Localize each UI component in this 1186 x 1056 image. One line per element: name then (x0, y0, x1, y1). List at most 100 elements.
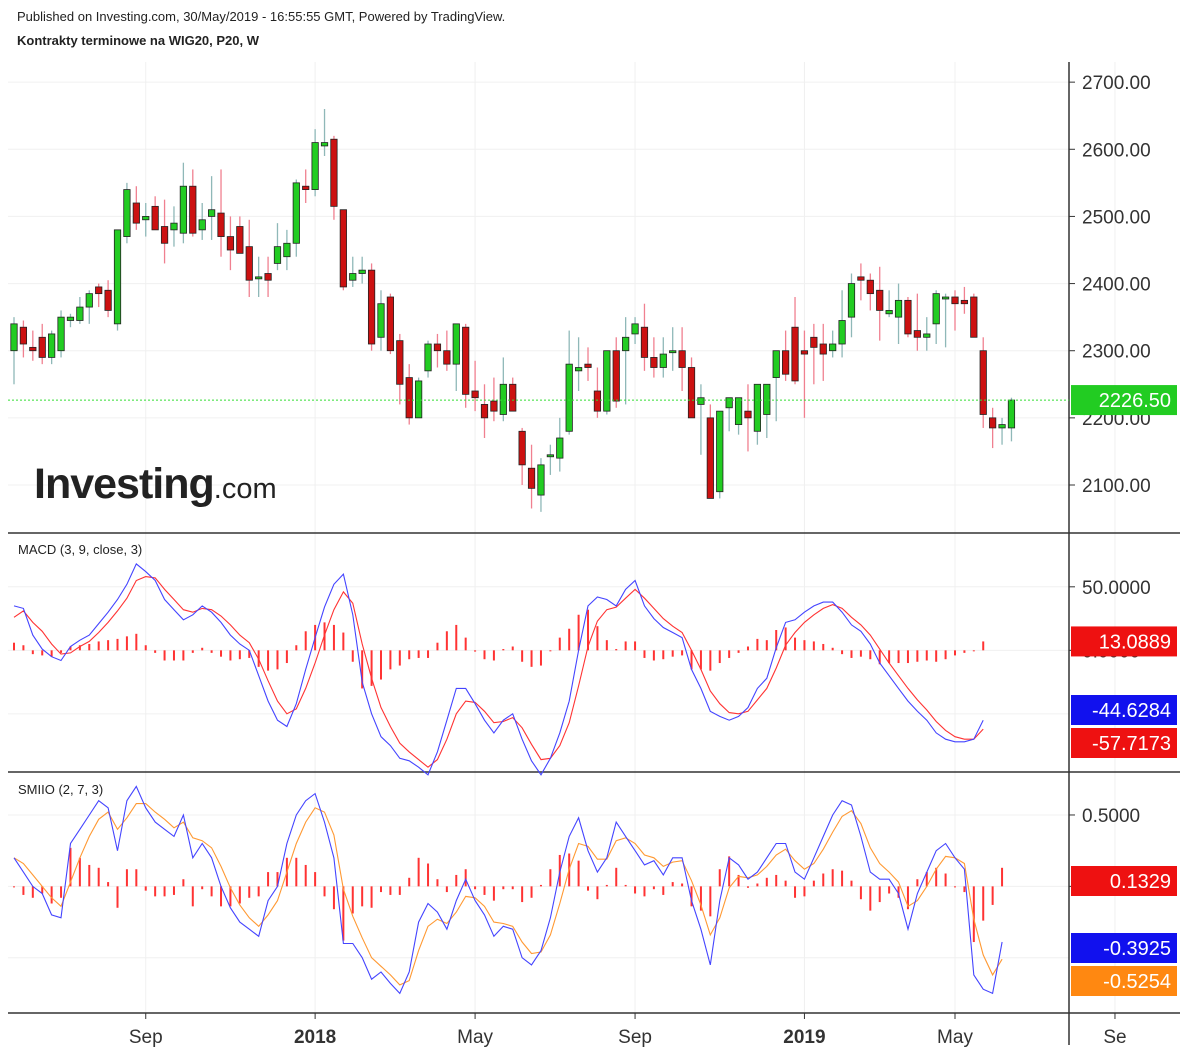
histogram-bar (982, 641, 985, 651)
candle (132, 186, 140, 230)
candle-body (829, 343, 837, 352)
histogram-bar (417, 650, 420, 658)
candle (48, 330, 56, 365)
candle-body (38, 336, 46, 358)
candle (349, 256, 357, 287)
histogram-bar (944, 650, 947, 660)
y-tick-label: 0.5000 (1082, 806, 1140, 827)
histogram-bar (925, 872, 928, 887)
candle-body (208, 209, 216, 217)
histogram-bar (869, 650, 872, 660)
histogram-bar (13, 642, 15, 651)
macd-histogram-tag: 13.0889 (1071, 626, 1177, 657)
histogram-bar (831, 647, 834, 651)
histogram-bar (511, 646, 514, 651)
histogram-bar (191, 886, 194, 907)
candle-body (160, 226, 169, 244)
candle (160, 199, 169, 264)
histogram-bar (897, 650, 900, 664)
histogram-bar (596, 886, 599, 900)
histogram-bar (88, 643, 91, 651)
histogram-bar (615, 649, 618, 651)
histogram-bar (455, 624, 458, 651)
candle (847, 273, 856, 338)
candle (716, 410, 724, 499)
histogram-bar (690, 886, 693, 907)
histogram-bar (436, 879, 439, 887)
x-tick-label: 2019 (783, 1027, 825, 1048)
candle-body (283, 242, 291, 258)
candle (217, 169, 225, 257)
candle (367, 263, 376, 351)
candle (19, 320, 28, 358)
candle-body (170, 222, 178, 231)
histogram-bar (916, 650, 919, 662)
histogram-bar (502, 649, 505, 651)
histogram-bar (812, 880, 815, 887)
macd-histogram (13, 609, 985, 689)
candle (640, 303, 649, 371)
candle-body (95, 286, 103, 295)
histogram-bar (699, 886, 702, 911)
histogram-bar (728, 650, 731, 658)
candle-body (367, 269, 376, 345)
candle (386, 293, 395, 355)
histogram-bar (248, 650, 251, 658)
histogram-bar (135, 869, 138, 887)
candle (876, 266, 884, 341)
histogram-bar (408, 650, 411, 660)
histogram-bar (182, 650, 185, 661)
histogram-bar (351, 886, 354, 914)
histogram-bar (107, 882, 110, 887)
histogram-bar (812, 641, 815, 651)
candle (857, 263, 865, 301)
histogram-bar (906, 886, 909, 910)
candle-body (669, 350, 677, 354)
histogram-bar (229, 650, 232, 661)
candle (800, 330, 809, 418)
candle-body (527, 467, 536, 489)
histogram-bar (370, 886, 373, 908)
candle-body (847, 283, 856, 318)
histogram-bar (897, 886, 900, 898)
histogram-bar (935, 867, 938, 887)
y-tick-label: 2600.00 (1082, 140, 1151, 161)
histogram-bar (906, 650, 909, 664)
histogram-bar (690, 650, 693, 670)
smiio-line-tag: -0.3925 (1071, 933, 1177, 963)
value-tag-bg (1071, 385, 1177, 416)
candle (330, 135, 338, 220)
candle-body (546, 454, 554, 458)
value-tag-label: 2226.50 (1099, 390, 1171, 412)
candle-body (433, 343, 442, 352)
candle-body (979, 350, 987, 415)
candle (669, 327, 677, 371)
histogram-bar (775, 630, 778, 651)
histogram-bar (746, 646, 749, 651)
histogram-bar (577, 614, 580, 651)
value-tags: 2226.50 13.0889 -44.6284 -57.7173 0.1329 -0.3… (1071, 385, 1177, 996)
candle-body (923, 333, 931, 338)
published-caption: Published on Investing.com, 30/May/2019 … (17, 9, 506, 24)
histogram-bar (483, 886, 486, 895)
candle-body (772, 350, 780, 378)
smiio-title: SMIIO (2, 7, 3) (18, 782, 103, 797)
macd-signal-line (13, 576, 984, 768)
histogram-bar (229, 886, 232, 907)
histogram-bar (605, 640, 608, 651)
candle (593, 367, 602, 418)
candle (932, 290, 940, 344)
candle-body (894, 299, 903, 318)
histogram-bar (888, 886, 891, 894)
histogram-bar (765, 877, 768, 887)
histogram-bar (474, 650, 477, 652)
candle-body (593, 390, 602, 412)
value-tag-bg (1071, 966, 1177, 996)
candle (989, 407, 997, 449)
histogram-bar (379, 886, 382, 893)
y-tick-label: 2100.00 (1082, 476, 1151, 497)
histogram-bar (31, 650, 34, 655)
candle-body (631, 323, 639, 335)
candle (198, 203, 206, 240)
